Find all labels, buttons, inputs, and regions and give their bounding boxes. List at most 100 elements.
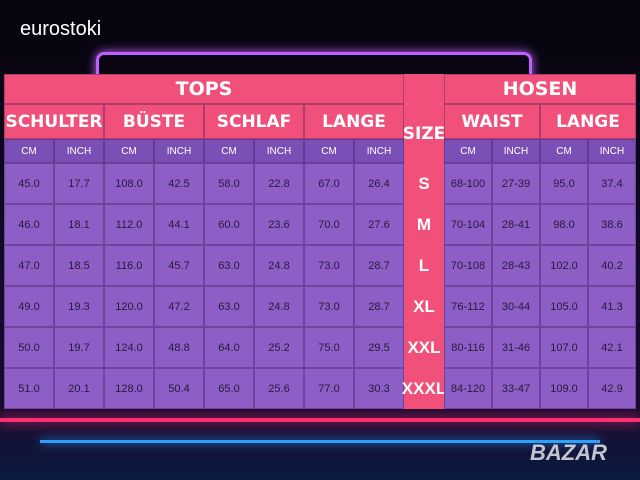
cell: 47.0 xyxy=(4,245,54,286)
size-label: M xyxy=(404,204,444,245)
cell: 63.0 xyxy=(204,286,254,327)
cell: 58.0 xyxy=(204,163,254,204)
cell: 46.0 xyxy=(4,204,54,245)
cell: 38.6 xyxy=(588,204,636,245)
cell: 22.8 xyxy=(254,163,304,204)
size-label: L xyxy=(404,245,444,286)
cell: 29.5 xyxy=(354,327,404,368)
unit-header: INCH xyxy=(254,139,304,163)
cell: 40.2 xyxy=(588,245,636,286)
cell: 73.0 xyxy=(304,245,354,286)
cell: 24.8 xyxy=(254,245,304,286)
cell: 23.6 xyxy=(254,204,304,245)
group-header: HOSEN xyxy=(444,74,636,104)
unit-header: INCH xyxy=(354,139,404,163)
cell: 25.2 xyxy=(254,327,304,368)
cell: 102.0 xyxy=(540,245,588,286)
cell: 51.0 xyxy=(4,368,54,409)
cell: 77.0 xyxy=(304,368,354,409)
column-header: LANGE xyxy=(304,104,404,139)
cell: 26.4 xyxy=(354,163,404,204)
cell: 30.3 xyxy=(354,368,404,409)
cell: 24.8 xyxy=(254,286,304,327)
size-label: XXL xyxy=(404,327,444,368)
cell: 19.3 xyxy=(54,286,104,327)
cell: 20.1 xyxy=(54,368,104,409)
cell: 50.0 xyxy=(4,327,54,368)
size-label: XXXL xyxy=(402,368,446,409)
cell: 84-120 xyxy=(444,368,492,409)
cell: 70-104 xyxy=(444,204,492,245)
column-header: SCHLAF xyxy=(204,104,304,139)
cell: 116.0 xyxy=(104,245,154,286)
cell: 17.7 xyxy=(54,163,104,204)
cell: 27.6 xyxy=(354,204,404,245)
unit-header: CM xyxy=(304,139,354,163)
cell: 19.7 xyxy=(54,327,104,368)
cell: 73.0 xyxy=(304,286,354,327)
cell: 64.0 xyxy=(204,327,254,368)
size-label: XL xyxy=(404,286,444,327)
column-header: SCHULTER xyxy=(4,104,104,139)
cell: 65.0 xyxy=(204,368,254,409)
cell: 28-41 xyxy=(492,204,540,245)
cell: 27-39 xyxy=(492,163,540,204)
cell: 18.5 xyxy=(54,245,104,286)
unit-header: CM xyxy=(444,139,492,163)
cell: 41.3 xyxy=(588,286,636,327)
cell: 68-100 xyxy=(444,163,492,204)
unit-header: INCH xyxy=(54,139,104,163)
cell: 42.9 xyxy=(588,368,636,409)
column-header: WAIST xyxy=(444,104,540,139)
cell: 112.0 xyxy=(104,204,154,245)
unit-header: INCH xyxy=(492,139,540,163)
unit-header: INCH xyxy=(154,139,204,163)
cell: 80-116 xyxy=(444,327,492,368)
cell: 124.0 xyxy=(104,327,154,368)
cell: 18.1 xyxy=(54,204,104,245)
cell: 95.0 xyxy=(540,163,588,204)
cell: 28.7 xyxy=(354,286,404,327)
cell: 49.0 xyxy=(4,286,54,327)
unit-header: CM xyxy=(4,139,54,163)
unit-header: CM xyxy=(540,139,588,163)
neon-frame xyxy=(96,52,532,85)
size-label: S xyxy=(404,163,444,204)
neon-line xyxy=(40,440,600,443)
cell: 70.0 xyxy=(304,204,354,245)
cell: 120.0 xyxy=(104,286,154,327)
cell: 109.0 xyxy=(540,368,588,409)
unit-header: CM xyxy=(104,139,154,163)
cell: 67.0 xyxy=(304,163,354,204)
unit-header: CM xyxy=(204,139,254,163)
cell: 108.0 xyxy=(104,163,154,204)
cell: 60.0 xyxy=(204,204,254,245)
cell: 25.6 xyxy=(254,368,304,409)
cell: 42.1 xyxy=(588,327,636,368)
group-header: TOPS xyxy=(4,74,404,104)
cell: 48.8 xyxy=(154,327,204,368)
cell: 63.0 xyxy=(204,245,254,286)
column-header: LANGE xyxy=(540,104,636,139)
cell: 98.0 xyxy=(540,204,588,245)
cell: 128.0 xyxy=(104,368,154,409)
cell: 33-47 xyxy=(492,368,540,409)
cell: 44.1 xyxy=(154,204,204,245)
column-header: BÜSTE xyxy=(104,104,204,139)
cell: 28-43 xyxy=(492,245,540,286)
cell: 47.2 xyxy=(154,286,204,327)
cell: 50.4 xyxy=(154,368,204,409)
cell: 70-108 xyxy=(444,245,492,286)
cell: 42.5 xyxy=(154,163,204,204)
cell: 76-112 xyxy=(444,286,492,327)
cell: 30-44 xyxy=(492,286,540,327)
brand: eurostoki xyxy=(20,18,102,40)
watermark: BAZAR xyxy=(530,440,607,465)
cell: 31-46 xyxy=(492,327,540,368)
cell: 105.0 xyxy=(540,286,588,327)
cell: 45.7 xyxy=(154,245,204,286)
cell: 107.0 xyxy=(540,327,588,368)
cell: 45.0 xyxy=(4,163,54,204)
cell: 37.4 xyxy=(588,163,636,204)
